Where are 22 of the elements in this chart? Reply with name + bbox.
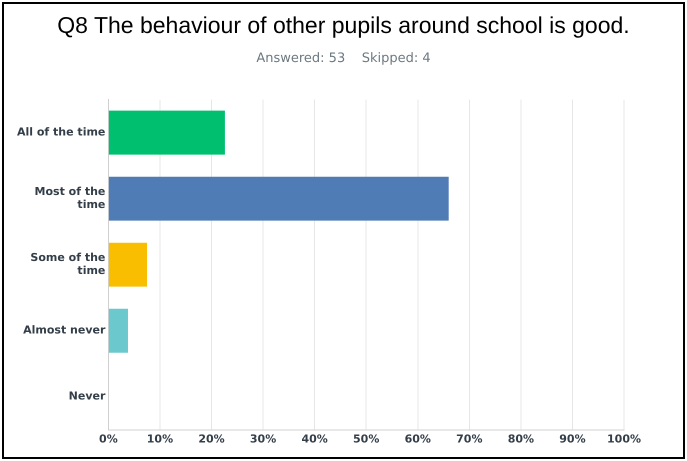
bar — [108, 242, 148, 287]
x-tick-label: 90% — [559, 432, 586, 446]
y-tick-label: Never — [68, 390, 106, 403]
bar — [108, 176, 449, 221]
x-tick-label: 20% — [198, 432, 225, 446]
x-tick-label: 30% — [250, 432, 276, 446]
x-tick-label: 60% — [404, 432, 431, 446]
y-tick-label: All of the time — [16, 125, 106, 138]
x-tick-label: 70% — [456, 432, 482, 446]
x-tick-label: 40% — [301, 432, 328, 446]
y-tick-label: Some of the time — [30, 250, 106, 278]
chart-title: Q8 The behaviour of other pupils around school is good. — [56, 12, 631, 39]
x-tick-label: 0% — [99, 432, 118, 446]
x-tick-label: 10% — [146, 432, 174, 446]
chart-subtitle: Answered: 53 Skipped: 4 — [255, 51, 432, 66]
y-tick-label: Almost never — [23, 324, 106, 337]
bar — [108, 308, 128, 353]
x-tick-label: 50% — [353, 432, 380, 446]
y-tick-label: Most of the time — [34, 184, 106, 212]
x-tick-label: 80% — [508, 432, 534, 446]
bar — [108, 110, 225, 155]
x-tick-label: 100% — [607, 432, 641, 446]
